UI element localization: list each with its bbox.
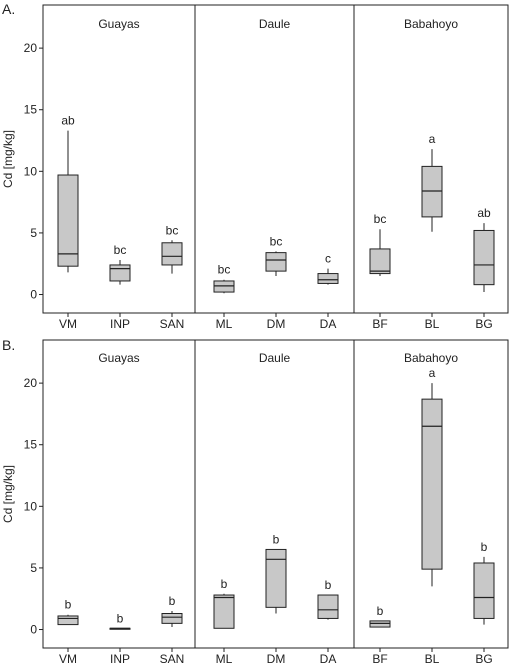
group-title: Daule — [259, 17, 291, 31]
box-iqr — [57, 174, 79, 267]
significance-letter: a — [429, 366, 436, 380]
box-san: b — [161, 594, 183, 628]
significance-letter: bc — [166, 223, 179, 237]
x-tick-label: BL — [425, 317, 440, 331]
x-tick-label: ML — [216, 317, 233, 331]
box-iqr — [213, 280, 235, 293]
box-dm: b — [265, 532, 287, 614]
x-tick-label: DA — [320, 317, 337, 331]
significance-letter: bc — [218, 263, 231, 277]
box-iqr — [265, 548, 287, 608]
panel-label: B. — [2, 337, 15, 353]
box-iqr — [369, 248, 391, 275]
box-bl: a — [421, 366, 443, 587]
x-tick-label: VM — [59, 652, 77, 666]
box-iqr — [265, 252, 287, 272]
x-tick-label: DM — [267, 317, 286, 331]
box-bg: b — [473, 540, 495, 625]
y-tick-label: 10 — [24, 499, 38, 513]
x-tick-label: ML — [216, 652, 233, 666]
significance-letter: ab — [477, 206, 491, 220]
significance-letter: b — [221, 577, 228, 591]
box-iqr — [161, 242, 183, 266]
y-tick-label: 5 — [30, 561, 37, 575]
box-iqr — [161, 613, 183, 624]
significance-letter: b — [377, 604, 384, 618]
group-title: Babahoyo — [404, 351, 458, 365]
box-iqr — [317, 594, 339, 619]
box-vm: ab — [57, 114, 79, 273]
significance-letter: b — [325, 578, 332, 592]
y-axis-label: Cd [mg/kg] — [1, 465, 15, 523]
significance-letter: bc — [270, 234, 283, 248]
box-bl: a — [421, 132, 443, 232]
x-tick-label: BF — [372, 317, 387, 331]
group-title: Daule — [259, 351, 291, 365]
x-tick-label: BL — [425, 652, 440, 666]
significance-letter: c — [325, 252, 331, 266]
significance-letter: b — [65, 598, 72, 612]
box-bf: b — [369, 604, 391, 628]
y-axis-label: Cd [mg/kg] — [1, 130, 15, 188]
box-iqr — [421, 398, 443, 570]
box-inp: b — [109, 611, 131, 630]
y-tick-label: 5 — [30, 226, 37, 240]
x-tick-label: VM — [59, 317, 77, 331]
significance-letter: b — [169, 594, 176, 608]
box-bg: ab — [473, 206, 495, 293]
box-iqr — [369, 620, 391, 628]
significance-letter: bc — [114, 243, 127, 257]
y-tick-label: 15 — [24, 103, 38, 117]
x-tick-label: SAN — [160, 317, 185, 331]
box-iqr — [109, 264, 131, 282]
box-iqr — [473, 229, 495, 286]
x-tick-label: DM — [267, 652, 286, 666]
y-tick-label: 20 — [24, 41, 38, 55]
box-iqr — [213, 594, 235, 629]
box-inp: bc — [109, 243, 131, 285]
x-tick-label: BG — [475, 317, 492, 331]
x-tick-label: BF — [372, 652, 387, 666]
group-title: Guayas — [98, 17, 139, 31]
significance-letter: b — [481, 540, 488, 554]
y-tick-label: 0 — [30, 288, 37, 302]
x-tick-label: INP — [110, 317, 130, 331]
box-iqr — [473, 562, 495, 619]
box-da: b — [317, 578, 339, 620]
significance-letter: bc — [374, 212, 387, 226]
x-tick-label: INP — [110, 652, 130, 666]
group-title: Babahoyo — [404, 17, 458, 31]
box-bf: bc — [369, 212, 391, 277]
y-tick-label: 15 — [24, 438, 38, 452]
box-ml: b — [213, 577, 235, 629]
significance-letter: b — [117, 611, 124, 625]
y-tick-label: 20 — [24, 376, 38, 390]
y-tick-label: 0 — [30, 623, 37, 637]
panel-label: A. — [2, 1, 15, 17]
group-title: Guayas — [98, 351, 139, 365]
panel-a: A. Guayas Daule Babahoyo 0 5 10 15 20 Cd [mg/kg] V… — [1, 1, 509, 331]
y-tick-label: 10 — [24, 164, 38, 178]
box-da: c — [317, 252, 339, 285]
panel-b: B. Guayas Daule Babahoyo 0 5 10 15 20 Cd [mg/kg] V… — [1, 337, 509, 666]
box-iqr — [317, 273, 339, 284]
box-iqr — [421, 165, 443, 218]
x-tick-label: DA — [320, 652, 337, 666]
significance-letter: ab — [61, 114, 75, 128]
significance-letter: a — [429, 132, 436, 146]
box-san: bc — [161, 223, 183, 274]
x-tick-label: SAN — [160, 652, 185, 666]
x-tick-label: BG — [475, 652, 492, 666]
box-ml: bc — [213, 263, 235, 294]
significance-letter: b — [273, 532, 280, 546]
box-iqr — [57, 615, 79, 626]
box-dm: bc — [265, 234, 287, 277]
box-vm: b — [57, 598, 79, 626]
